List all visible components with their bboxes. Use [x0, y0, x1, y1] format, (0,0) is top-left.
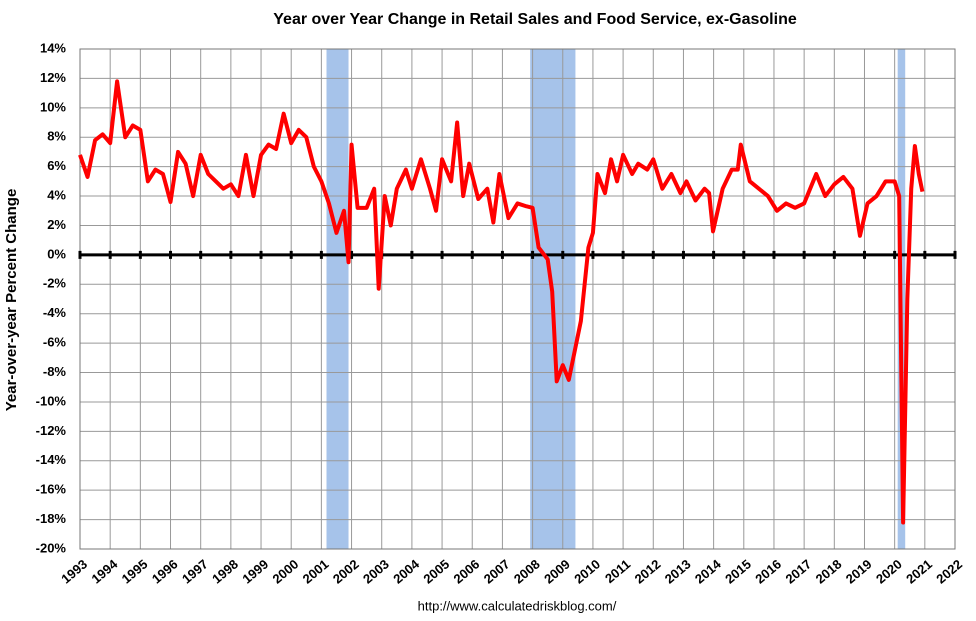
x-tick-label: 1994: [89, 556, 121, 587]
x-tick-label: 2022: [933, 556, 965, 586]
x-tick-label: 1993: [58, 556, 90, 586]
y-tick-label: 14%: [40, 40, 66, 55]
x-tick-label: 2003: [360, 556, 392, 586]
x-tick-label: 2006: [451, 556, 483, 586]
y-tick-label: 8%: [47, 129, 66, 144]
x-tick-label: 1996: [149, 556, 181, 586]
y-tick-label: -8%: [43, 364, 67, 379]
x-tick-label: 2007: [481, 556, 513, 586]
y-tick-label: 4%: [47, 187, 66, 202]
x-tick-label: 2016: [752, 556, 784, 586]
x-tick-label: 2000: [270, 556, 302, 586]
x-tick-label: 2005: [420, 556, 452, 586]
x-tick-label: 2014: [692, 556, 724, 587]
y-axis-label: Year-over-year Percent Change: [3, 189, 20, 412]
x-tick-label: 2020: [873, 556, 905, 586]
x-tick-label: 2001: [300, 556, 332, 586]
y-tick-label: -2%: [43, 276, 67, 291]
recession-band: [326, 49, 349, 549]
y-tick-label: 6%: [47, 158, 66, 173]
data-line: [78, 79, 925, 525]
y-tick-label: -20%: [36, 540, 67, 555]
x-tick-label: 1998: [209, 556, 241, 586]
x-tick-label: 1997: [179, 556, 211, 586]
x-tick-label: 2017: [782, 556, 814, 586]
y-tick-label: -10%: [36, 393, 67, 408]
x-tick-label: 2019: [843, 556, 875, 586]
x-tick-label: 2009: [541, 556, 573, 586]
x-tick-label: 2013: [662, 556, 694, 586]
chart-title: Year over Year Change in Retail Sales an…: [273, 11, 797, 28]
x-tick-label: 2011: [602, 556, 633, 586]
source: http://www.calculatedriskblog.com/: [418, 598, 617, 613]
x-tick-label: 2018: [813, 556, 845, 586]
y-tick-label: -6%: [43, 335, 67, 350]
y-tick-label: 10%: [40, 99, 66, 114]
y-tick-label: -14%: [36, 452, 67, 467]
y-tick-label: -18%: [36, 511, 67, 526]
x-tick-label: 2010: [571, 556, 603, 586]
x-tick-label: 2004: [390, 556, 422, 587]
y-tick-label: -16%: [36, 482, 67, 497]
x-tick-label: 1995: [119, 556, 151, 586]
x-tick-label: 2002: [330, 556, 362, 586]
x-tick-label: 2021: [903, 556, 935, 586]
x-tick-label: 1999: [239, 556, 271, 586]
y-tick-label: 0%: [47, 246, 66, 261]
y-tick-label: -12%: [36, 423, 67, 438]
y-tick-label: -4%: [43, 305, 67, 320]
y-tick-label: 12%: [40, 70, 66, 85]
plot-border: [79, 48, 956, 550]
y-tick-label: 2%: [47, 217, 66, 232]
x-tick-label: 2012: [632, 556, 664, 586]
x-tick-label: 2008: [511, 556, 543, 586]
x-tick-label: 2015: [722, 556, 754, 586]
